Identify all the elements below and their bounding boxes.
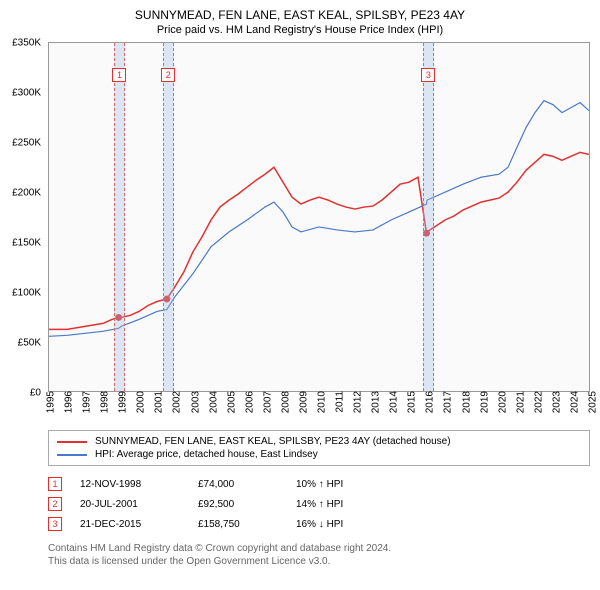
chart-title: SUNNYMEAD, FEN LANE, EAST KEAL, SPILSBY,…	[10, 8, 590, 22]
event-date: 21-DEC-2015	[80, 519, 180, 530]
event-row: 2 20-JUL-2001 £92,500 14% ↑ HPI	[48, 494, 590, 514]
event-price: £158,750	[198, 519, 278, 530]
event-date: 12-NOV-1998	[80, 479, 180, 490]
chart-plot-area: £0£50K£100K£150K£200K£250K£300K£350K1995…	[48, 42, 590, 392]
legend-row: SUNNYMEAD, FEN LANE, EAST KEAL, SPILSBY,…	[57, 435, 581, 448]
y-axis-tick-label: £350K	[5, 38, 41, 49]
event-row: 3 21-DEC-2015 £158,750 16% ↓ HPI	[48, 514, 590, 534]
x-axis-tick-label: 2009	[294, 391, 309, 413]
events-table: 1 12-NOV-1998 £74,000 10% ↑ HPI 2 20-JUL-2001…	[48, 474, 590, 534]
event-date: 20-JUL-2001	[80, 499, 180, 510]
legend: SUNNYMEAD, FEN LANE, EAST KEAL, SPILSBY,…	[48, 430, 590, 466]
sale-marker-badge: 2	[161, 68, 175, 82]
x-axis-tick-label: 1997	[78, 391, 93, 413]
footnotes: Contains HM Land Registry data © Crown c…	[48, 542, 590, 568]
x-axis-tick-label: 2018	[457, 391, 472, 413]
event-price: £74,000	[198, 479, 278, 490]
event-badge: 1	[48, 477, 62, 491]
x-axis-tick-label: 2025	[584, 391, 599, 413]
y-axis-tick-label: £250K	[5, 138, 41, 149]
event-delta: 10% ↑ HPI	[296, 479, 396, 490]
legend-swatch	[57, 454, 87, 456]
x-axis-tick-label: 1995	[42, 391, 57, 413]
x-axis-tick-label: 1999	[114, 391, 129, 413]
series-line-hpi	[49, 101, 589, 337]
y-axis-tick-label: £150K	[5, 238, 41, 249]
legend-swatch	[57, 441, 87, 443]
x-axis-tick-label: 2005	[222, 391, 237, 413]
sale-highlight-band	[423, 43, 434, 391]
event-badge: 3	[48, 517, 62, 531]
x-axis-tick-label: 2019	[475, 391, 490, 413]
x-axis-tick-label: 2013	[367, 391, 382, 413]
event-delta: 16% ↓ HPI	[296, 519, 396, 530]
x-axis-tick-label: 2020	[493, 391, 508, 413]
legend-label: SUNNYMEAD, FEN LANE, EAST KEAL, SPILSBY,…	[95, 436, 451, 447]
x-axis-tick-label: 2010	[313, 391, 328, 413]
footnote-line: Contains HM Land Registry data © Crown c…	[48, 542, 590, 555]
x-axis-tick-label: 2012	[349, 391, 364, 413]
y-axis-tick-label: £300K	[5, 88, 41, 99]
x-axis-tick-label: 2017	[439, 391, 454, 413]
y-axis-tick-label: £0	[5, 388, 41, 399]
x-axis-tick-label: 2015	[403, 391, 418, 413]
event-price: £92,500	[198, 499, 278, 510]
x-axis-tick-label: 1998	[96, 391, 111, 413]
sale-marker-badge: 1	[112, 68, 126, 82]
x-axis-tick-label: 2021	[511, 391, 526, 413]
x-axis-tick-label: 1996	[60, 391, 75, 413]
series-line-property	[49, 152, 589, 329]
x-axis-tick-label: 2016	[421, 391, 436, 413]
legend-label: HPI: Average price, detached house, East…	[95, 449, 318, 460]
chart-svg	[49, 43, 589, 391]
x-axis-tick-label: 2007	[258, 391, 273, 413]
x-axis-tick-label: 2014	[385, 391, 400, 413]
y-axis-tick-label: £200K	[5, 188, 41, 199]
x-axis-tick-label: 2006	[240, 391, 255, 413]
x-axis-tick-label: 2000	[132, 391, 147, 413]
x-axis-tick-label: 2004	[204, 391, 219, 413]
x-axis-tick-label: 2024	[565, 391, 580, 413]
x-axis-tick-label: 2001	[150, 391, 165, 413]
y-axis-tick-label: £50K	[5, 338, 41, 349]
x-axis-tick-label: 2002	[168, 391, 183, 413]
x-axis-tick-label: 2011	[331, 391, 346, 413]
footnote-line: This data is licensed under the Open Gov…	[48, 555, 590, 568]
sale-marker-badge: 3	[421, 68, 435, 82]
x-axis-tick-label: 2008	[276, 391, 291, 413]
x-axis-tick-label: 2023	[547, 391, 562, 413]
x-axis-tick-label: 2003	[186, 391, 201, 413]
x-axis-tick-label: 2022	[529, 391, 544, 413]
sale-highlight-band	[114, 43, 125, 391]
event-badge: 2	[48, 497, 62, 511]
event-row: 1 12-NOV-1998 £74,000 10% ↑ HPI	[48, 474, 590, 494]
sale-highlight-band	[163, 43, 174, 391]
event-delta: 14% ↑ HPI	[296, 499, 396, 510]
legend-row: HPI: Average price, detached house, East…	[57, 448, 581, 461]
y-axis-tick-label: £100K	[5, 288, 41, 299]
chart-subtitle: Price paid vs. HM Land Registry's House …	[10, 24, 590, 36]
